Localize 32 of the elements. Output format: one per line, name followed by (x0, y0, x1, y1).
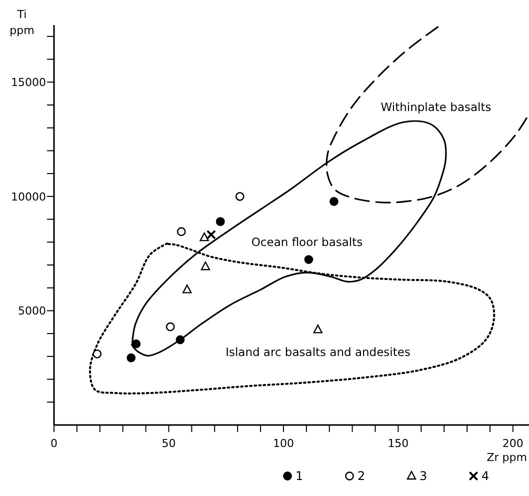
point (313, 324, 322, 334)
point (200, 232, 209, 242)
x-tick-label: 150 (388, 437, 409, 450)
point (304, 255, 314, 264)
legend-label: 4 (482, 469, 490, 484)
point (176, 335, 185, 344)
point (126, 353, 136, 362)
legend-label: 1 (296, 469, 304, 484)
point (200, 262, 210, 270)
x-tick-label: 50 (162, 437, 176, 450)
x-tick-label: 0 (50, 437, 58, 450)
y-tick-label: 10000 (11, 190, 46, 204)
point (206, 230, 216, 240)
point (92, 349, 102, 358)
point (235, 192, 244, 201)
point (216, 217, 225, 226)
point (132, 339, 141, 348)
x-axis-title: Zr ppm (486, 451, 527, 464)
point (176, 227, 186, 236)
annotation: Island arc basalts and andesites (226, 345, 410, 360)
annotation: Ocean floor basalts (251, 235, 363, 250)
point (166, 322, 175, 332)
annotation: Withinplate basalts (380, 100, 492, 114)
legend-label: 3 (420, 469, 428, 484)
y-tick-label: 15000 (11, 76, 46, 89)
legend-label: 2 (358, 469, 366, 484)
y-axis-title: Ti ppm (10, 8, 34, 37)
y-tick-label: 5000 (18, 304, 46, 318)
point (182, 284, 192, 294)
x-tick-label: 200 (502, 437, 524, 450)
point (330, 197, 338, 206)
x-tick-label: 100 (272, 437, 294, 450)
